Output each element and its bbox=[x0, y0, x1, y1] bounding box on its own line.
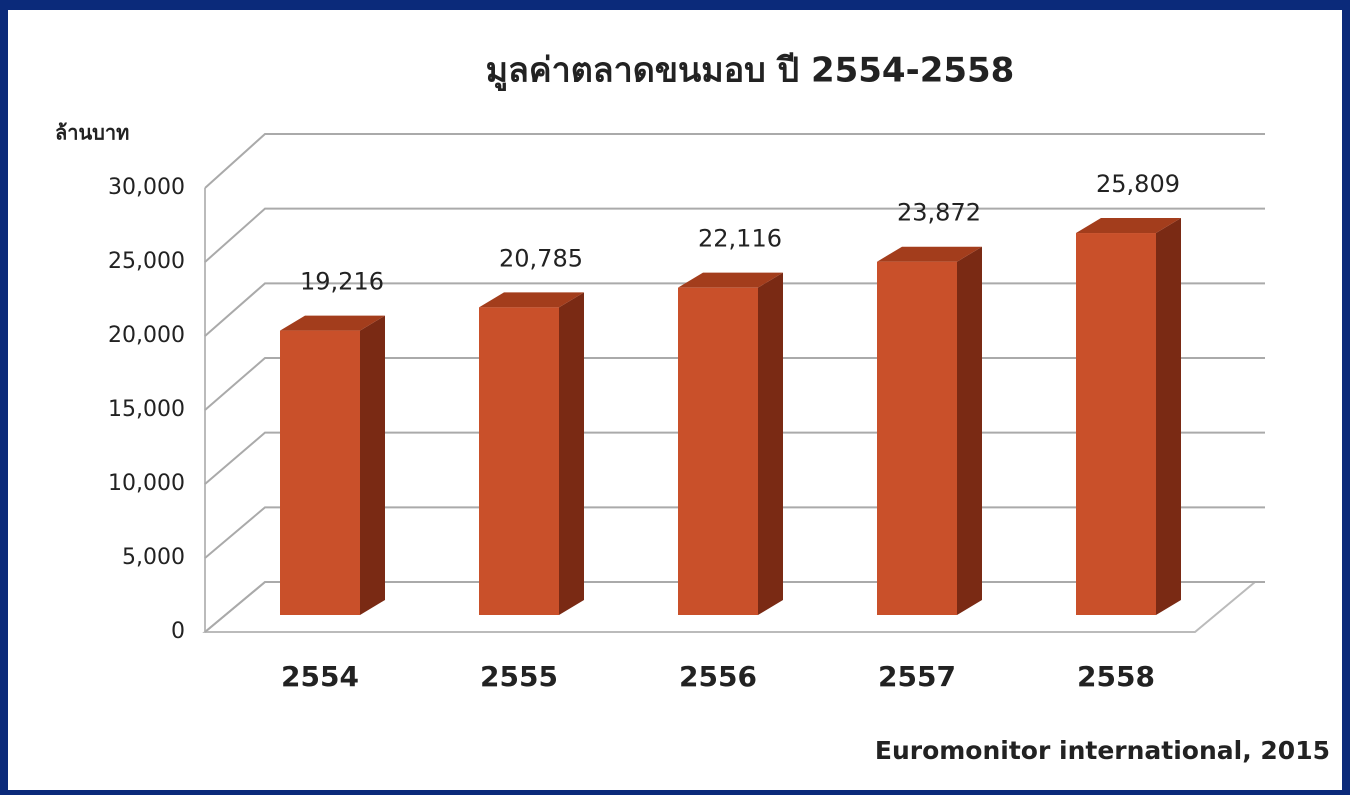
x-tick-label: 2558 bbox=[1077, 660, 1155, 693]
y-tick-label: 20,000 bbox=[108, 323, 185, 348]
y-tick-label: 10,000 bbox=[108, 471, 185, 496]
bar bbox=[877, 261, 957, 615]
grid-line bbox=[204, 133, 1265, 189]
bar-top bbox=[479, 292, 584, 308]
x-tick-label: 2556 bbox=[679, 660, 757, 693]
value-label: 22,116 bbox=[698, 225, 782, 253]
bar-side bbox=[758, 272, 783, 615]
source: Euromonitor international, 2015 bbox=[875, 736, 1330, 765]
x-tick-label: 2555 bbox=[480, 660, 558, 693]
bar-side bbox=[360, 315, 385, 615]
y-axis-label: ล้านบาท bbox=[55, 121, 129, 145]
bar-top bbox=[678, 272, 783, 288]
y-tick-label: 0 bbox=[171, 619, 185, 644]
x-tick-label: 2557 bbox=[878, 660, 956, 693]
x-tick-label: 2554 bbox=[281, 660, 359, 693]
bar bbox=[280, 330, 360, 615]
value-label: 19,216 bbox=[300, 268, 384, 296]
y-tick-label: 25,000 bbox=[108, 249, 185, 274]
bar-top bbox=[1076, 218, 1181, 234]
bar-side bbox=[559, 292, 584, 615]
bar bbox=[479, 307, 559, 615]
y-tick-label: 5,000 bbox=[122, 545, 185, 570]
bar bbox=[1076, 233, 1156, 615]
bar-top bbox=[877, 246, 982, 262]
value-label: 25,809 bbox=[1096, 170, 1180, 198]
y-tick-label: 30,000 bbox=[108, 175, 185, 200]
y-tick-label: 15,000 bbox=[108, 397, 185, 422]
bar bbox=[678, 287, 758, 615]
bar-side bbox=[957, 246, 982, 615]
value-label: 23,872 bbox=[897, 199, 981, 227]
bar-side bbox=[1156, 218, 1181, 615]
chart-title: มูลค่าตลาดขนมอบ ปี 2554-2558 bbox=[486, 51, 1015, 92]
value-label: 20,785 bbox=[499, 244, 583, 272]
bar-top bbox=[280, 315, 385, 331]
grid-line bbox=[204, 207, 1265, 263]
